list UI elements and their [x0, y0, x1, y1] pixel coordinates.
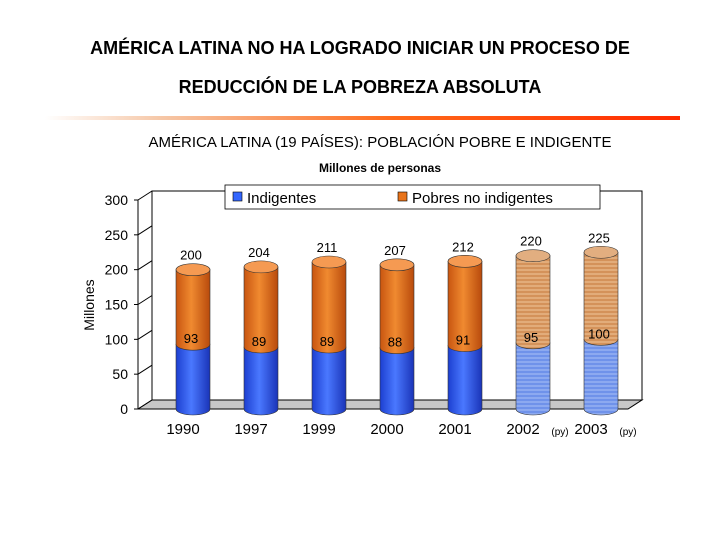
- bar-indigentes-1999: [311, 346, 347, 416]
- bar-top-2002: [515, 249, 551, 263]
- bar-top-2003: [583, 245, 619, 259]
- total-label-2000: 207: [384, 243, 406, 258]
- bar-top-2001: [447, 255, 483, 268]
- bar-group-2001: [447, 255, 483, 416]
- indigentes-label-2001: 91: [456, 333, 470, 348]
- y-tick-label: 50: [112, 366, 128, 382]
- legend-swatch-indigentes: [232, 191, 243, 202]
- bar-group-1999: [311, 255, 347, 416]
- bar-top-1999: [311, 255, 347, 269]
- chart-title: AMÉRICA LATINA (19 PAÍSES): POBLACIÓN PO…: [148, 134, 612, 151]
- title-divider: [45, 116, 680, 120]
- bar-indigentes-2001: [447, 345, 483, 416]
- y-tick-label: 300: [105, 192, 129, 208]
- y-gridline-side: [137, 260, 153, 271]
- y-gridline-side: [137, 364, 153, 375]
- indigentes-label-2003: 100: [588, 326, 610, 341]
- indigentes-label-1997: 89: [252, 334, 266, 349]
- y-gridline-side: [137, 225, 153, 236]
- indigentes-label-1999: 89: [320, 334, 334, 349]
- total-label-1990: 200: [180, 248, 202, 263]
- legend-label-pobres: Pobres no indigentes: [412, 190, 553, 207]
- y-tick-label: 200: [105, 262, 129, 278]
- x-tick-label-2001: 2001: [438, 421, 471, 438]
- total-label-2002: 220: [520, 234, 542, 249]
- x-tick-label-1997: 1997: [234, 421, 267, 438]
- total-label-1999: 211: [317, 240, 338, 255]
- y-tick-label: 100: [105, 331, 129, 347]
- x-tick-label-2002: 2002: [506, 421, 539, 438]
- x-tick-note-2003: (py): [619, 427, 636, 438]
- bar-pobres-2003: [583, 251, 619, 346]
- indigentes-label-2000: 88: [388, 335, 402, 350]
- bar-indigentes-2000: [379, 347, 415, 416]
- total-label-1997: 204: [248, 245, 270, 260]
- y-gridline-side: [137, 190, 153, 201]
- legend-swatch-pobres: [397, 191, 408, 202]
- total-label-2003: 225: [588, 230, 610, 245]
- slide-title-line-2: REDUCCIÓN DE LA POBREZA ABSOLUTA: [178, 77, 542, 97]
- y-tick-label: 0: [120, 401, 128, 417]
- x-tick-label-1999: 1999: [302, 421, 335, 438]
- bar-top-2000: [379, 258, 415, 272]
- total-label-2001: 212: [452, 239, 474, 254]
- bar-indigentes-2003: [583, 339, 619, 416]
- y-tick-label: 150: [105, 297, 129, 313]
- bar-indigentes-1990: [175, 343, 211, 416]
- bar-pobres-1990: [175, 269, 211, 351]
- bar-group-2000: [379, 258, 415, 416]
- bar-group-1990: [175, 263, 211, 416]
- bar-group-1997: [243, 260, 279, 416]
- y-gridline-side: [137, 295, 153, 305]
- y-axis-title: Millones: [81, 279, 97, 330]
- bar-indigentes-2002: [515, 342, 551, 416]
- indigentes-label-1990: 93: [184, 331, 198, 346]
- bar-pobres-2000: [379, 264, 415, 354]
- slide-title-line-1: AMÉRICA LATINA NO HA LOGRADO INICIAR UN …: [90, 38, 630, 58]
- x-tick-note-2002: (py): [551, 427, 568, 438]
- y-tick-label: 250: [105, 227, 129, 243]
- legend-label-indigentes: Indigentes: [247, 190, 316, 207]
- bar-pobres-2001: [447, 261, 483, 352]
- bar-pobres-1999: [311, 261, 347, 354]
- legend-box: [224, 184, 601, 210]
- bar-indigentes-1997: [243, 346, 279, 416]
- chart-units: Millones de personas: [318, 161, 442, 175]
- indigentes-label-2002: 95: [524, 330, 538, 345]
- bar-pobres-1997: [243, 266, 279, 354]
- y-gridline-side: [137, 399, 153, 410]
- x-tick-label-2000: 2000: [370, 421, 403, 438]
- bar-pobres-2002: [515, 255, 551, 350]
- bar-top-1990: [175, 263, 211, 276]
- bar-group-2002: [515, 249, 551, 416]
- bar-top-1997: [243, 260, 279, 274]
- y-gridline-side: [137, 329, 153, 340]
- x-tick-label-1990: 1990: [166, 421, 199, 438]
- bar-group-2003: [583, 245, 619, 416]
- x-tick-label-2003: 2003: [574, 421, 607, 438]
